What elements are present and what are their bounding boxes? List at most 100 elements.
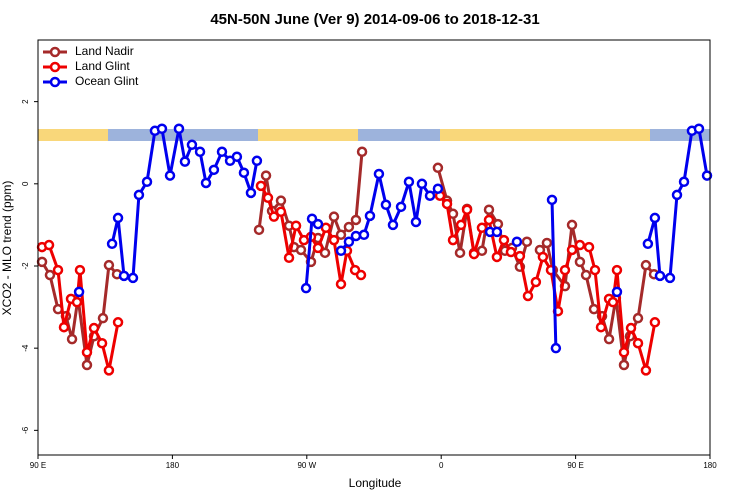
- data-point: [179, 156, 191, 167]
- data-point: [461, 204, 473, 215]
- data-point: [607, 296, 619, 308]
- data-point: [173, 123, 185, 135]
- data-point: [380, 199, 392, 211]
- data-point: [574, 239, 586, 251]
- legend-marker: [49, 46, 61, 58]
- legend-marker: [49, 76, 61, 88]
- data-point: [701, 170, 713, 181]
- series-line: [110, 126, 259, 280]
- data-point: [521, 236, 533, 247]
- data-point: [491, 226, 503, 238]
- data-point: [455, 219, 467, 231]
- data-point: [350, 230, 362, 242]
- data-point: [441, 198, 453, 210]
- data-point: [483, 214, 495, 226]
- x-tick-label: 180: [703, 461, 717, 470]
- data-point: [251, 155, 263, 167]
- data-point: [432, 183, 444, 194]
- data-point: [96, 337, 108, 349]
- data-point: [156, 123, 168, 135]
- data-point: [447, 234, 459, 246]
- data-point: [432, 162, 444, 174]
- series-line: [438, 194, 657, 371]
- data-point: [253, 224, 265, 236]
- data-point: [559, 264, 571, 276]
- data-point: [611, 264, 623, 276]
- x-axis-label: Longitude: [349, 476, 402, 490]
- data-point: [71, 296, 83, 308]
- data-point: [403, 176, 415, 188]
- data-point: [395, 201, 407, 213]
- y-tick-label: -4: [21, 344, 30, 352]
- data-point: [537, 251, 549, 263]
- data-point: [141, 176, 153, 188]
- data-point: [320, 222, 332, 234]
- data-point: [410, 216, 422, 228]
- data-point: [283, 252, 295, 264]
- data-point: [654, 270, 666, 282]
- data-point: [632, 312, 644, 324]
- data-point: [640, 259, 652, 271]
- data-point: [295, 244, 307, 256]
- data-point: [373, 168, 385, 180]
- data-point: [319, 247, 331, 259]
- data-point: [133, 189, 145, 201]
- data-point: [588, 303, 600, 315]
- data-point: [328, 234, 340, 246]
- data-point: [678, 176, 690, 188]
- data-point: [476, 222, 488, 234]
- data-point: [642, 238, 654, 250]
- data-point: [632, 337, 644, 349]
- data-point: [618, 347, 630, 358]
- x-tick-label: 90 W: [297, 461, 316, 470]
- legend-label: Ocean Glint: [75, 74, 139, 88]
- data-point: [611, 286, 623, 298]
- data-point: [649, 317, 661, 328]
- data-point: [625, 322, 637, 334]
- data-point: [693, 123, 705, 135]
- data-point: [583, 241, 595, 253]
- data-point: [505, 246, 517, 258]
- land-ocean-strip: [38, 129, 710, 141]
- data-point: [640, 365, 652, 376]
- data-point: [106, 238, 118, 250]
- legend-label: Land Glint: [75, 59, 130, 73]
- data-point: [580, 269, 592, 281]
- series-line: [550, 199, 558, 349]
- y-tick-label: -6: [21, 426, 30, 434]
- data-point: [275, 195, 287, 206]
- data-point: [514, 250, 526, 262]
- data-point: [522, 290, 534, 302]
- data-point: [364, 210, 376, 222]
- data-point: [541, 237, 553, 249]
- y-axis-label: XCO2 - MLO trend (ppm): [0, 181, 14, 316]
- data-point: [208, 164, 220, 176]
- data-point: [66, 333, 78, 345]
- y-tick-label: 0: [21, 181, 30, 186]
- data-point: [300, 282, 312, 294]
- data-point: [358, 229, 370, 241]
- data-point: [260, 170, 272, 181]
- data-point: [194, 146, 206, 158]
- data-point: [44, 269, 56, 281]
- data-point: [350, 214, 362, 226]
- data-point: [186, 139, 198, 151]
- data-point: [127, 272, 139, 284]
- data-point: [343, 236, 355, 247]
- data-point: [255, 180, 267, 192]
- data-point: [530, 276, 542, 288]
- data-point: [118, 270, 130, 282]
- data-point: [671, 189, 683, 201]
- data-point: [566, 244, 578, 256]
- data-point: [664, 272, 676, 284]
- data-point: [483, 204, 495, 215]
- data-point: [43, 239, 55, 251]
- data-point: [74, 264, 86, 276]
- series-line: [646, 126, 709, 280]
- data-point: [231, 151, 243, 162]
- data-point: [268, 211, 280, 222]
- data-point: [546, 194, 558, 206]
- data-point: [589, 264, 601, 276]
- x-tick-label: 90 E: [567, 461, 583, 470]
